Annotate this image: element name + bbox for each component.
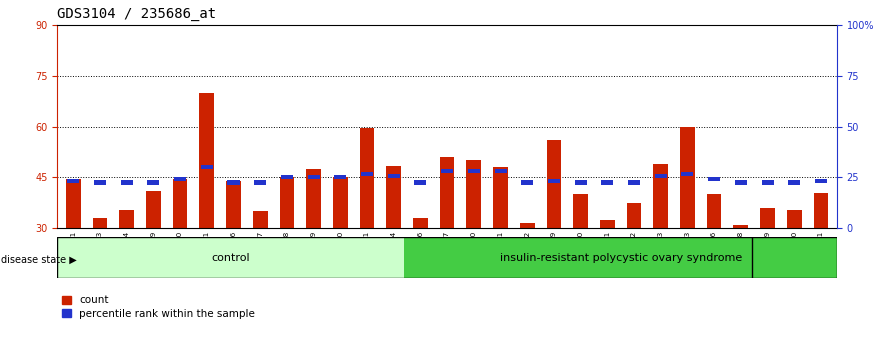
Bar [761,181,774,184]
Bar [815,179,827,183]
Bar [226,181,241,228]
Bar [279,177,294,228]
Bar [119,210,134,228]
Bar [67,179,79,183]
Bar [307,169,321,228]
Bar [602,181,613,184]
Bar [255,181,266,184]
Bar [146,191,160,228]
Bar [468,169,480,173]
Bar [281,176,292,179]
Bar [66,179,81,228]
Bar [441,169,453,173]
Bar [201,165,213,169]
Bar [626,203,641,228]
Bar [574,181,587,184]
Bar [466,160,481,228]
Bar [735,181,747,184]
Text: disease state ▶: disease state ▶ [1,255,77,265]
Bar [548,179,560,183]
Bar [493,167,507,228]
Bar [147,181,159,184]
Bar [681,172,693,176]
Bar [334,176,346,179]
Bar [522,181,533,184]
Bar [520,223,535,228]
Bar [404,237,837,278]
Bar [57,237,404,278]
Bar [414,181,426,184]
Bar [600,220,615,228]
Bar [388,174,400,178]
Bar [813,193,828,228]
Bar [628,181,640,184]
Bar [253,211,268,228]
Bar [707,194,722,228]
Bar [199,93,214,228]
Bar [93,218,107,228]
Bar [361,172,373,176]
Bar [787,210,802,228]
Bar [173,179,188,228]
Bar [227,181,240,184]
Bar [546,140,561,228]
Bar [708,177,720,181]
Bar [788,181,800,184]
Bar [654,164,668,228]
Bar [494,169,507,173]
Bar [734,225,748,228]
Bar [413,218,428,228]
Text: control: control [211,252,250,263]
Bar [574,194,588,228]
Text: insulin-resistant polycystic ovary syndrome: insulin-resistant polycystic ovary syndr… [500,252,742,263]
Bar [760,208,775,228]
Bar [655,174,667,178]
Bar [174,177,186,181]
Bar [680,127,695,228]
Bar [307,176,320,179]
Bar [94,181,106,184]
Text: GDS3104 / 235686_at: GDS3104 / 235686_at [57,7,217,21]
Bar [440,157,455,228]
Legend: count, percentile rank within the sample: count, percentile rank within the sample [63,296,255,319]
Bar [359,128,374,228]
Bar [121,181,133,184]
Bar [333,177,348,228]
Bar [387,166,401,228]
